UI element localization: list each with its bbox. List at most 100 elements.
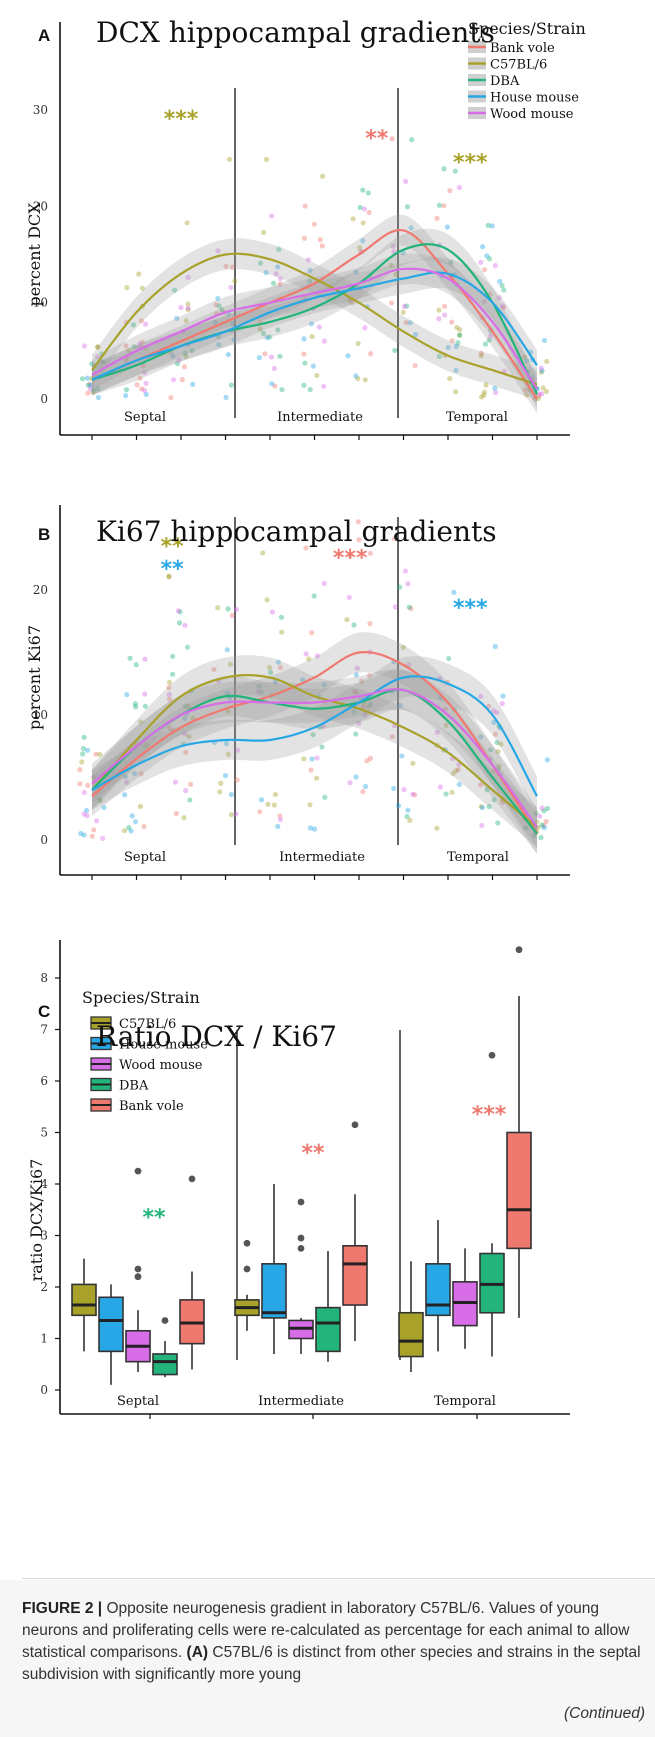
chart-a-dot (140, 363, 146, 369)
chart-a-dot (301, 336, 307, 342)
chart-b-dot (166, 685, 172, 691)
chart-b-dot (225, 606, 231, 612)
chart-b-dot (133, 662, 139, 668)
chart-a-dot (360, 187, 366, 193)
chart-a-dot (272, 383, 278, 389)
chart-b-dot (311, 593, 317, 599)
chart-b-dot (233, 811, 239, 817)
chart-a-dot (321, 338, 327, 344)
chart-a-dot (274, 264, 281, 270)
chart-a-dot (185, 305, 191, 311)
chart-a-dot (137, 375, 143, 381)
chart-b-dot (91, 827, 97, 833)
chart-a-line-wood-mouse (91, 267, 538, 390)
chart-b-dot (484, 787, 490, 793)
chart-a-dot (270, 280, 277, 286)
chart-a-dot (225, 351, 231, 358)
chart-b-dot (144, 742, 150, 748)
chart-b-dot (255, 689, 261, 695)
chart-a-dot (168, 395, 174, 401)
chart-a-dot (481, 299, 487, 305)
chart-a-dot (481, 392, 487, 398)
chart-a-dot (483, 382, 489, 388)
chart-b-dot (537, 813, 543, 819)
chart-b-dot (309, 630, 315, 636)
chart-a-dot (302, 203, 308, 209)
chart-a-dot (492, 385, 498, 391)
chart-a-dot (445, 344, 451, 351)
chart-b-dot (138, 719, 144, 725)
chart-a-dot (355, 375, 361, 382)
chart-a-dot (123, 387, 130, 393)
chart-b-dot (401, 787, 407, 793)
chart-b-dot (275, 823, 281, 830)
chart-a-dot (185, 274, 191, 280)
chart-a-dot (447, 188, 453, 194)
chart-b-dot (265, 801, 271, 807)
chart-a-dot (407, 320, 413, 326)
chart-a-dot (143, 391, 149, 398)
chart-a-dot (90, 387, 96, 393)
chart-a-dot (263, 156, 270, 163)
chart-b-dot (234, 747, 241, 753)
chart-a-dot (307, 278, 313, 284)
chart-b-dot (182, 715, 188, 721)
chart-a-confidence-band (92, 238, 537, 400)
chart-c-y-tick-label: 4 (40, 1177, 48, 1191)
chart-a-dot (212, 319, 218, 325)
chart-a-dot (277, 353, 283, 359)
chart-a-dot (269, 213, 275, 219)
chart-b-dot (81, 811, 87, 817)
chart-c-significance-label: *** (472, 1102, 507, 1127)
chart-a-dot (412, 363, 418, 369)
chart-c-box-intermediate-c57bl-6-outlier (243, 1239, 251, 1247)
chart-c-legend-label: DBA (119, 1079, 149, 1094)
chart-b-dot (182, 622, 188, 628)
chart-a-confidence-band (92, 228, 537, 410)
chart-b-dot (307, 825, 313, 831)
chart-a-dot (486, 337, 492, 343)
chart-b-dot (539, 805, 545, 811)
chart-b-dot (84, 813, 90, 819)
chart-a-dot (368, 351, 374, 357)
chart-b-dot (79, 759, 85, 765)
chart-b-dot (166, 725, 173, 731)
chart-a-dot (457, 326, 463, 333)
chart-b-dot (83, 807, 90, 814)
chart-a-dot (271, 365, 277, 372)
chart-a-dot (179, 377, 185, 383)
chart-c-y-tick-label: 6 (40, 1074, 48, 1088)
chart-a-dot (454, 324, 460, 331)
chart-b-dot (176, 620, 183, 626)
chart-c-box-septal-wood-mouse-outlier (134, 1265, 142, 1273)
chart-b-dot (224, 647, 230, 653)
chart-a-dot (403, 319, 409, 326)
chart-b-dot (132, 819, 139, 825)
chart-b-dot (453, 768, 459, 774)
chart-a-dot (170, 377, 177, 383)
chart-b-dot (538, 834, 544, 841)
chart-b-dot (410, 760, 416, 766)
chart-a-dot (275, 327, 281, 333)
chart-a-y-tick-label: 10 (33, 296, 48, 310)
chart-b-dot (494, 710, 500, 716)
chart-b-dot (272, 791, 279, 798)
chart-a-dot (356, 245, 363, 251)
chart-a-dot (276, 246, 282, 253)
chart-b-dot (396, 584, 403, 590)
chart-a-dot (441, 203, 447, 209)
chart-b-dot (166, 573, 172, 579)
chart-b-dot (182, 788, 189, 794)
chart-b-dot (391, 785, 397, 792)
chart-c-region-label: Septal (117, 1394, 159, 1409)
chart-b-dot (133, 704, 139, 710)
chart-b-dot (85, 782, 91, 788)
chart-a-svg: 0 10 20 30 percent DCX Septal Intermediate Temp… (25, 19, 586, 440)
chart-a-dot (95, 394, 102, 401)
chart-b-dot (127, 655, 133, 661)
chart-a-dot (142, 370, 148, 376)
chart-a-dot (457, 332, 463, 338)
chart-b-dot (124, 779, 130, 785)
chart-b-dot (97, 797, 103, 804)
chart-a-dot (345, 353, 351, 359)
